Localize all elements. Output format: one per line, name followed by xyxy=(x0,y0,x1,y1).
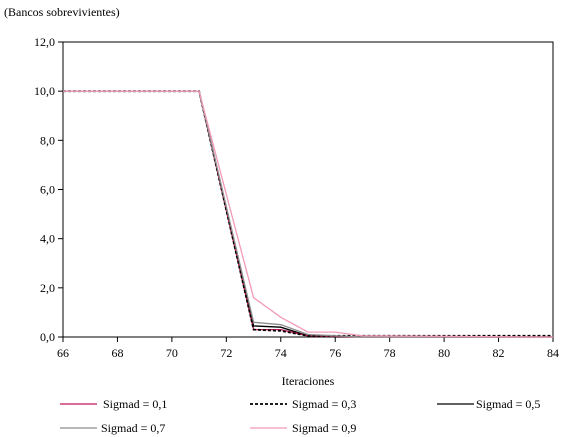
y-axis-label: (Bancos sobrevivientes) xyxy=(4,5,120,19)
series-line xyxy=(63,90,553,338)
x-tick-label: 78 xyxy=(384,346,396,360)
series-line xyxy=(63,90,553,338)
x-tick-label: 82 xyxy=(493,346,505,360)
y-tick-label: 6,0 xyxy=(40,183,55,197)
y-tick-label: 10,0 xyxy=(34,84,55,98)
x-tick-label: 66 xyxy=(57,346,69,360)
legend-label: Sigmad = 0,3 xyxy=(292,397,356,411)
x-tick-label: 76 xyxy=(329,346,341,360)
x-tick-label: 72 xyxy=(220,346,232,360)
x-tick-label: 84 xyxy=(547,346,559,360)
y-tick-label: 2,0 xyxy=(40,281,55,295)
x-tick-label: 68 xyxy=(111,346,123,360)
series-line xyxy=(63,90,554,338)
x-tick-label: 80 xyxy=(438,346,450,360)
y-tick-label: 8,0 xyxy=(40,133,55,147)
legend-label: Sigmad = 0,5 xyxy=(476,397,540,411)
x-tick-label: 74 xyxy=(275,346,287,360)
series-line xyxy=(63,90,553,337)
x-axis-label: Iteraciones xyxy=(282,374,335,388)
y-tick-label: 0,0 xyxy=(40,330,55,344)
legend-label: Sigmad = 0,7 xyxy=(101,421,165,435)
legend-label: Sigmad = 0,9 xyxy=(292,421,356,435)
plot-area xyxy=(62,41,554,338)
y-tick-label: 4,0 xyxy=(40,232,55,246)
x-tick-label: 70 xyxy=(166,346,178,360)
legend-label: Sigmad = 0,1 xyxy=(103,397,167,411)
series-line xyxy=(63,90,553,338)
y-tick-label: 12,0 xyxy=(34,35,55,49)
